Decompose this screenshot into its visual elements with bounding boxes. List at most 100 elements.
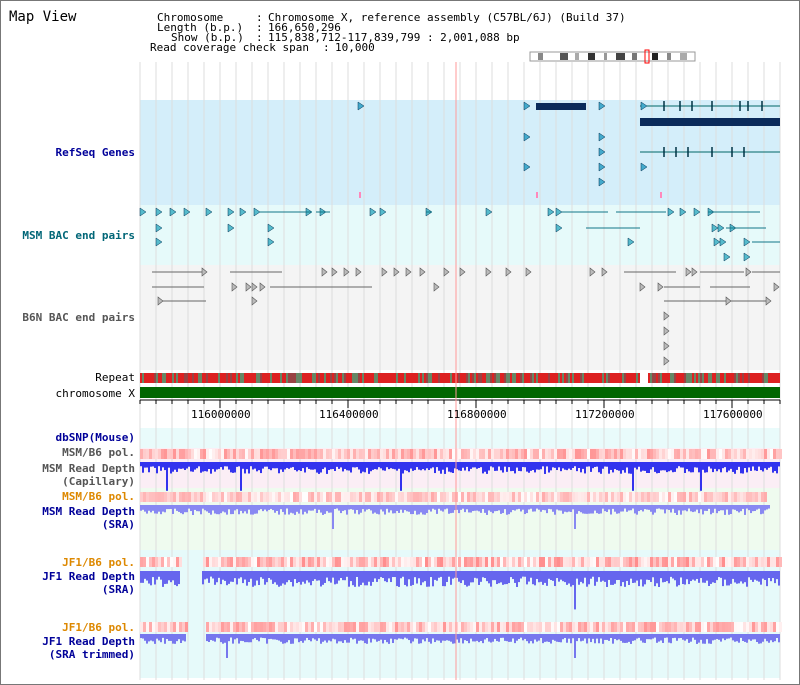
pol-cell xyxy=(449,557,452,567)
repeat-segment xyxy=(534,373,536,383)
repeat-segment xyxy=(726,373,728,383)
depth-bar xyxy=(748,505,750,511)
depth-bar xyxy=(538,462,540,470)
msm-b6-pol-label-1[interactable]: MSM/B6 pol. xyxy=(62,446,135,459)
depth-bar xyxy=(142,571,144,583)
jf1-b6-pol-label-2[interactable]: JF1/B6 pol. xyxy=(62,621,135,634)
pol-cell xyxy=(566,557,569,567)
pol-cell xyxy=(296,622,299,632)
bac-arrow xyxy=(685,267,692,277)
depth-bar xyxy=(314,462,316,470)
pol-cell xyxy=(665,557,668,567)
bac-arrow xyxy=(169,207,177,217)
pol-cell xyxy=(602,492,605,502)
msm-bac-track-label[interactable]: MSM BAC end pairs xyxy=(22,229,135,242)
depth-bar xyxy=(374,505,376,513)
bac-arrow xyxy=(663,311,670,321)
pol-cell xyxy=(449,492,452,502)
bac-arrow xyxy=(485,207,493,217)
repeat-segment xyxy=(178,373,180,383)
depth-bar xyxy=(532,505,534,512)
depth-bar xyxy=(550,505,552,510)
depth-bar xyxy=(654,462,656,472)
depth-bar xyxy=(452,505,454,513)
pol-cell xyxy=(632,557,635,567)
pol-cell xyxy=(755,622,758,632)
depth-bar xyxy=(444,571,446,587)
pol-cell xyxy=(422,622,425,632)
depth-bar xyxy=(614,571,616,584)
depth-bar xyxy=(380,634,382,640)
pol-cell xyxy=(650,449,653,459)
depth-bar xyxy=(180,505,182,514)
depth-bar xyxy=(140,634,142,639)
pol-cell xyxy=(443,492,446,502)
pol-cell xyxy=(407,449,410,459)
bac-arrow xyxy=(639,282,646,292)
bac-arrow xyxy=(505,267,512,277)
repeat-segment xyxy=(750,373,752,383)
depth-bar xyxy=(224,634,226,643)
pol-cell xyxy=(518,557,521,567)
pol-cell xyxy=(407,557,410,567)
depth-bar xyxy=(346,505,348,515)
pol-cell xyxy=(596,492,599,502)
pol-cell xyxy=(203,449,206,459)
depth-bar xyxy=(660,634,662,641)
depth-bar xyxy=(422,505,424,515)
depth-bar xyxy=(606,571,608,587)
depth-bar xyxy=(522,505,524,510)
pol-cell xyxy=(662,492,665,502)
pol-cell xyxy=(560,449,563,459)
ideogram-band xyxy=(604,53,607,60)
refseq-track-label[interactable]: RefSeq Genes xyxy=(55,146,135,159)
depth-bar xyxy=(158,462,160,467)
msm-read-depth-sra-label[interactable]: MSM Read Depth (SRA) xyxy=(42,505,135,531)
dbsnp-track-label[interactable]: dbSNP(Mouse) xyxy=(55,431,135,444)
depth-bar xyxy=(376,634,378,642)
pol-cell xyxy=(176,492,179,502)
depth-bar xyxy=(402,634,404,640)
jf1-b6-pol-label-1[interactable]: JF1/B6 pol. xyxy=(62,556,135,569)
depth-bar xyxy=(488,571,490,584)
depth-bar xyxy=(436,571,438,581)
depth-bar xyxy=(760,634,762,644)
axis-tick-label: 116000000 xyxy=(191,408,251,421)
depth-bar xyxy=(494,634,496,639)
repeat-segment xyxy=(672,373,674,383)
repeat-segment xyxy=(356,373,358,383)
depth-bar xyxy=(498,462,500,467)
b6n-bac-track-label[interactable]: B6N BAC end pairs xyxy=(22,311,135,324)
pol-cell xyxy=(260,492,263,502)
depth-bar xyxy=(594,571,596,586)
pol-cell xyxy=(452,557,455,567)
bac-arrow xyxy=(459,267,466,277)
pol-cell xyxy=(749,557,752,567)
msm-b6-pol-label-2[interactable]: MSM/B6 pol. xyxy=(62,490,135,503)
depth-bar xyxy=(184,462,186,471)
depth-bar xyxy=(598,462,600,473)
pol-cell xyxy=(236,622,239,632)
repeat-segment xyxy=(422,373,424,383)
depth-bar xyxy=(274,505,276,513)
depth-bar xyxy=(300,634,302,642)
depth-bar xyxy=(310,462,312,470)
depth-bar xyxy=(666,571,668,582)
depth-bar xyxy=(386,634,388,643)
jf1-read-depth-trimmed-label[interactable]: JF1 Read Depth (SRA trimmed) xyxy=(42,635,135,661)
repeat-segment xyxy=(280,373,282,383)
repeat-segment xyxy=(724,373,726,383)
jf1-read-depth-sra-label[interactable]: JF1 Read Depth (SRA) xyxy=(42,570,135,596)
pol-cell xyxy=(368,449,371,459)
pol-cell xyxy=(233,557,236,567)
repeat-segment xyxy=(758,373,760,383)
depth-bar xyxy=(510,571,512,578)
repeat-segment xyxy=(352,373,354,383)
repeat-segment xyxy=(744,373,746,383)
repeat-segment xyxy=(510,373,512,383)
msm-read-depth-capillary-label[interactable]: MSM Read Depth (Capillary) xyxy=(42,462,135,488)
pol-cell xyxy=(764,622,767,632)
depth-bar xyxy=(624,462,626,473)
pol-cell xyxy=(770,449,773,459)
